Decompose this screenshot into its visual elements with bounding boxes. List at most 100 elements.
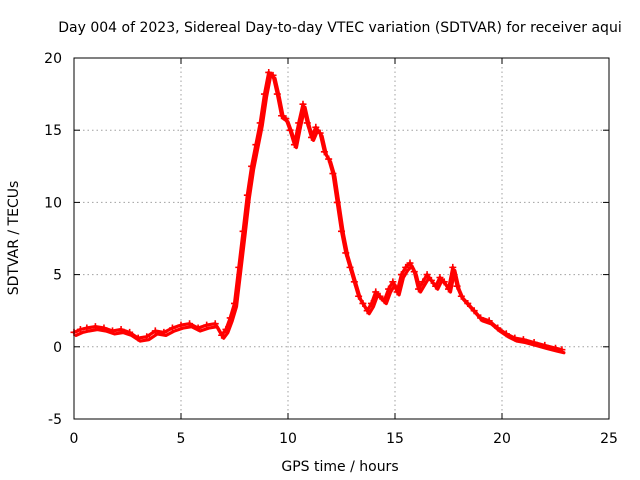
data-point [186,320,194,328]
data-point [243,191,251,199]
data-point [329,170,337,178]
data-point [333,198,341,206]
y-tick-label: -5 [48,412,62,428]
data-point [372,288,380,296]
data-point [143,333,151,341]
data-point [295,119,303,127]
data-point [502,330,510,338]
data-point [558,346,566,354]
data-point [445,285,452,293]
data-point [252,141,260,149]
x-tick-label: 0 [70,431,79,447]
plot-frame [73,57,610,420]
data-point [355,292,363,300]
data-point [231,299,238,307]
data-point [393,288,401,296]
data-point [218,331,226,339]
data-point [432,282,440,290]
data-point [239,227,247,235]
data-point [248,162,256,170]
data-point [100,324,108,332]
data-point [151,327,159,335]
data-point [477,314,485,322]
data-point [427,276,435,284]
data-point [380,297,388,305]
data-point [308,133,316,141]
data-point [273,90,281,98]
data-point [402,263,410,271]
data-point [290,141,298,149]
data-point [222,325,230,333]
data-point [346,263,354,271]
x-tick-label: 25 [600,431,618,447]
data-point [342,249,350,257]
data-point [303,119,311,127]
grid-lines [74,58,609,419]
x-tick-label: 10 [279,431,297,447]
data-point [449,263,457,271]
data-point [363,307,371,315]
x-tick-label: 15 [386,431,404,447]
y-axis-label: SDTVAR / TECUs [6,181,22,296]
data-point [338,227,345,235]
data-point [256,119,264,127]
data-point [269,71,277,79]
data-point [117,325,125,333]
data-point [541,341,549,349]
data-point [168,324,176,332]
data-point [530,338,538,346]
data-point [470,307,478,315]
data-point [552,344,559,352]
series-trace-spread [74,73,566,355]
data-point [260,90,268,98]
data-point [203,321,211,329]
data-point [415,285,423,293]
data-point [436,273,444,281]
data-point [91,323,99,331]
data-point [134,334,142,342]
y-tick-label: 0 [53,340,62,356]
data-point [519,336,527,344]
data-point [423,271,431,279]
data-point [419,278,427,286]
data-point [494,324,502,332]
data-point [83,324,91,332]
x-tick-label: 5 [177,431,186,447]
data-point [359,299,367,307]
data-point [457,292,465,300]
data-point [385,285,393,293]
data-point [235,263,243,271]
data-point [406,259,414,267]
data-point [265,68,273,76]
data-point [376,292,384,300]
y-tick-label: 5 [53,268,62,284]
y-tick-label: 20 [44,51,62,67]
data-point [177,321,185,329]
chart-title: Day 004 of 2023, Sidereal Day-to-day VTE… [58,20,621,36]
series-markers [70,68,566,354]
data-point [278,112,286,120]
data-series [70,68,566,355]
data-point [367,299,375,307]
data-point [325,155,333,163]
data-point [440,278,448,286]
data-point [316,129,324,137]
y-tick-label: 15 [44,123,62,139]
x-axis-label: GPS time / hours [281,459,398,475]
data-point [286,126,294,134]
data-point [76,325,84,333]
data-point [320,148,328,156]
data-point [485,317,493,325]
data-point [109,327,117,335]
data-point [312,123,320,131]
data-point [389,278,397,286]
data-point [126,328,134,336]
data-point [211,320,219,328]
data-point [397,271,405,279]
data-point [282,115,290,123]
data-point [453,282,461,290]
y-tick-label: 10 [44,195,62,211]
axis-ticks: 0 5 10 15 20 25 -5 0 5 10 15 20 [44,51,618,447]
